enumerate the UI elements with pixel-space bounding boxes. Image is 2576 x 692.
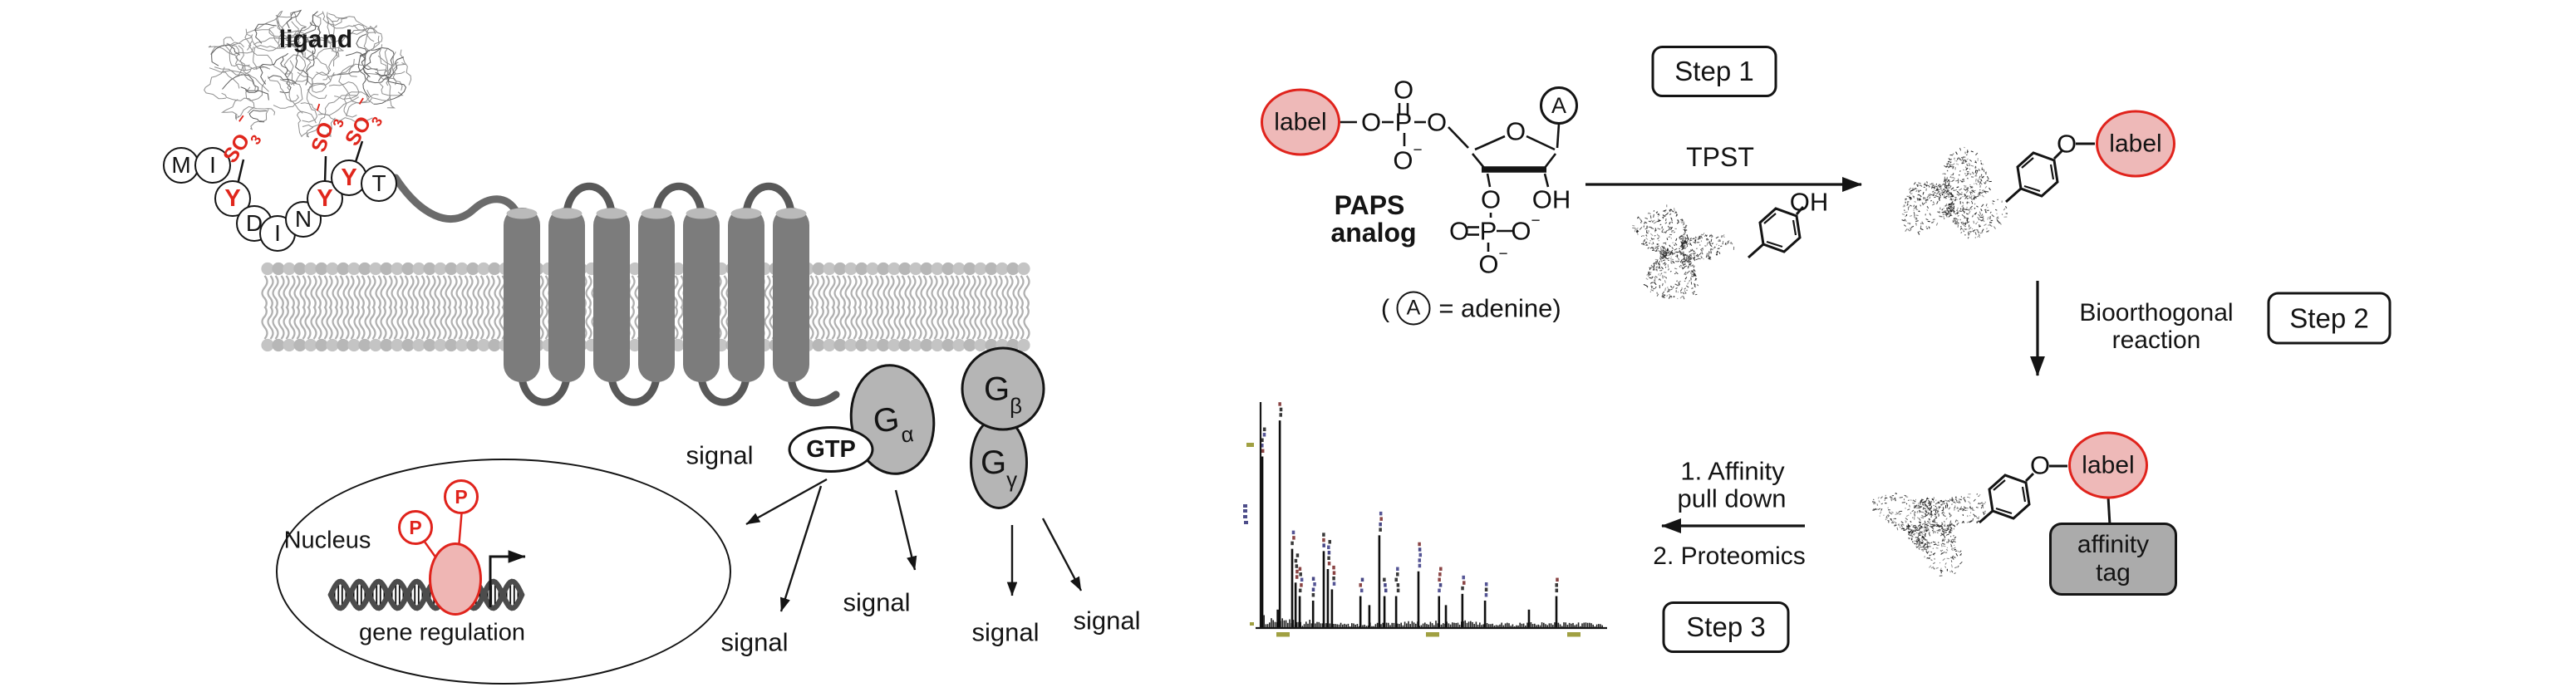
phenol-ring <box>1748 206 1805 259</box>
atom-o: O <box>2056 129 2077 159</box>
g-gamma-subunit: Gγ <box>970 416 1028 509</box>
signal-label: signal <box>686 440 754 470</box>
adenine-note-text: = adenine) <box>1438 293 1561 323</box>
adenine-circle: A <box>1540 86 1578 125</box>
pulldown-step-label: 1. Affinity <box>1680 456 1785 486</box>
atom-o-minus: O− <box>1393 141 1423 175</box>
nucleus-outline <box>276 459 731 685</box>
g-beta-subunit: Gβ <box>961 346 1045 431</box>
atom-o: O <box>1393 75 1414 105</box>
phenyl-ring-labeled <box>2005 142 2095 204</box>
residue-circle-sulfotyrosine: Y <box>331 160 367 196</box>
signal-arrow <box>894 489 917 571</box>
bioorthogonal-label: Bioorthogonal <box>2079 299 2234 326</box>
nucleus-label: Nucleus <box>283 527 371 554</box>
n-terminus-tail <box>391 174 521 223</box>
step2-box: Step 2 <box>2267 292 2392 345</box>
gpcr-transmembrane-helices <box>504 208 809 382</box>
atom-o: O <box>1448 216 1470 246</box>
transcription-factor <box>429 542 482 616</box>
signal-label: signal <box>1073 606 1141 636</box>
atom-o-minus: O− <box>1478 245 1508 279</box>
residue-circle: M <box>163 147 199 184</box>
c-terminus-tail <box>787 374 840 407</box>
signal-arrow <box>1041 518 1083 591</box>
intracellular-loop <box>697 374 750 406</box>
paps-analog-label: PAPS <box>1334 190 1405 220</box>
paps-analog-label: analog <box>1330 218 1417 248</box>
protein-blob-substrate <box>1632 204 1735 300</box>
ligand-structure-scribble <box>204 9 412 138</box>
atom-p: P <box>1479 216 1497 246</box>
atom-oh: OH <box>1531 184 1571 214</box>
gpcr-loops <box>391 174 840 407</box>
pulldown-step-label: pull down <box>1677 483 1787 513</box>
signal-label: signal <box>720 627 789 657</box>
signal-arrows <box>745 478 1083 612</box>
residue-circle: T <box>361 165 397 202</box>
step1-box: Step 1 <box>1651 46 1777 97</box>
ligand-label: ligand <box>278 26 353 53</box>
gene-regulation-label: gene regulation <box>359 619 525 646</box>
atom-o: O <box>1426 107 1448 137</box>
extracellular-loop <box>652 182 705 216</box>
gtp-node: GTP <box>788 426 874 473</box>
label-ellipse: label <box>1261 88 1340 156</box>
signal-arrow <box>779 485 823 612</box>
phosphate-circle: P <box>398 510 433 545</box>
residue-circle: I <box>194 147 231 184</box>
extracellular-loop <box>742 182 795 216</box>
adenine-note-paren: ( <box>1380 293 1390 323</box>
extracellular-loop <box>563 182 616 216</box>
adenine-note-circle: A <box>1396 291 1431 326</box>
label-ellipse: label <box>2096 110 2175 178</box>
atom-o: O <box>1480 184 1502 214</box>
atom-o: O <box>2029 450 2051 480</box>
protein-blob-labeled <box>1901 146 2008 239</box>
protein-blob-tagged <box>1871 492 1986 577</box>
proteomics-step-label: 2. Proteomics <box>1653 542 1806 570</box>
ribose-ring-o: O <box>1505 116 1526 146</box>
signal-arrow-to-nucleus <box>745 478 828 526</box>
affinity-tag-box: affinity tag <box>2049 523 2177 596</box>
intracellular-loop <box>607 374 661 406</box>
atom-o: O <box>1360 107 1382 137</box>
paps-bonds <box>1339 103 1561 252</box>
atom-o-minus: O− <box>1511 212 1541 246</box>
phenol-oh: OH <box>1789 187 1829 217</box>
tpst-label: TPST <box>1686 142 1754 172</box>
step3-box: Step 3 <box>1662 601 1790 653</box>
intracellular-loop <box>518 374 571 406</box>
phenyl-ring-tagged <box>1979 464 2111 526</box>
phosphate-circle: P <box>444 479 479 514</box>
atom-p: P <box>1394 107 1413 137</box>
label-ellipse: label <box>2068 431 2148 499</box>
ms-spectrum <box>1243 402 1607 637</box>
signal-label: signal <box>843 587 911 617</box>
bioorthogonal-label: reaction <box>2111 326 2201 354</box>
signal-label: signal <box>971 617 1040 647</box>
